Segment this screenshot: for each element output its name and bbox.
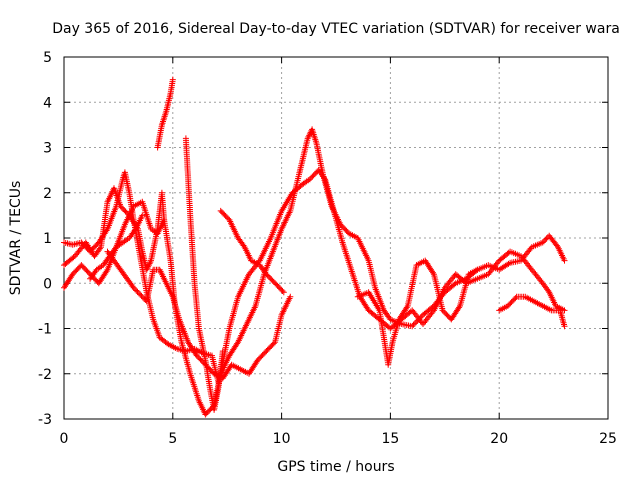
data-series	[61, 76, 568, 418]
series-track-7	[182, 135, 226, 413]
x-axis-label: GPS time / hours	[277, 459, 394, 475]
series-track-1	[61, 126, 568, 386]
series-markers	[182, 135, 226, 413]
chart-title: Day 365 of 2016, Sidereal Day-to-day VTE…	[52, 21, 620, 37]
series-markers	[496, 293, 568, 330]
y-tick-label: 3	[43, 141, 52, 157]
series-track-10	[496, 293, 568, 330]
series-track-5	[104, 248, 294, 382]
series-markers	[61, 126, 568, 386]
series-track-6	[154, 76, 176, 151]
series-markers	[104, 248, 294, 382]
y-tick-label: 2	[43, 186, 52, 202]
series-markers	[217, 207, 287, 296]
series-track-8	[217, 207, 287, 296]
x-tick-label: 5	[168, 431, 177, 447]
y-axis-label: SDTVAR / TECUs	[8, 181, 24, 296]
series-markers	[87, 212, 146, 282]
y-tick-label: 4	[43, 95, 52, 111]
series-track-9	[354, 257, 481, 368]
x-tick-label: 25	[599, 431, 617, 447]
axis-ticks: 0 5 10 15 20 25 -3 -2 -1 0 1 2 3 4 5	[38, 50, 617, 447]
series-markers	[154, 76, 176, 151]
y-tick-label: -3	[38, 412, 52, 428]
grid-lines	[64, 57, 608, 419]
x-tick-label: 20	[490, 431, 508, 447]
x-tick-label: 15	[381, 431, 399, 447]
series-track-4	[87, 212, 146, 282]
x-tick-label: 10	[273, 431, 291, 447]
x-tick-label: 0	[60, 431, 69, 447]
y-tick-label: 5	[43, 50, 52, 66]
y-tick-label: 0	[43, 276, 52, 292]
series-markers	[354, 257, 481, 368]
y-tick-label: -1	[38, 322, 52, 338]
y-tick-label: -2	[38, 367, 52, 383]
y-tick-label: 1	[43, 231, 52, 247]
